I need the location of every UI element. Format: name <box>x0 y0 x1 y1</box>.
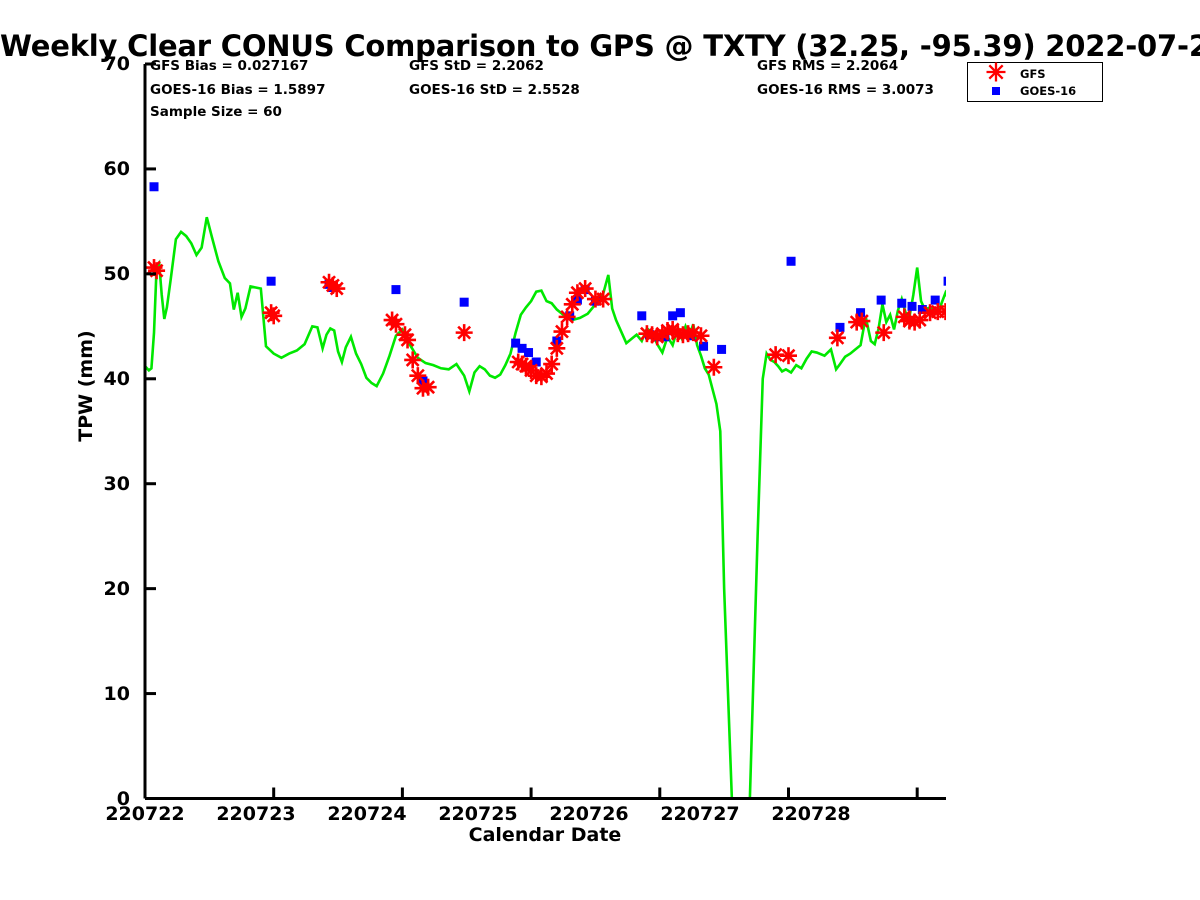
xtick-220722: 220722 <box>105 803 185 825</box>
gfs-data-point <box>404 351 422 369</box>
goes16-data-point <box>675 308 685 318</box>
gfs-data-point <box>981 308 998 325</box>
gfs-data-point <box>409 367 427 385</box>
gfs-data-point <box>148 262 166 280</box>
gfs-data-point <box>553 323 571 341</box>
stat-gfs-bias: GFS Bias = 0.027167 <box>150 58 309 74</box>
gfs-data-point <box>455 324 473 342</box>
gfs-data-point <box>594 290 612 308</box>
goes16-data-point <box>930 295 940 305</box>
gfs-data-point <box>986 308 1003 325</box>
goes16-data-point <box>977 276 986 285</box>
goes16-data-point <box>459 297 469 307</box>
gfs-data-point <box>937 303 946 321</box>
goes16-data-point <box>699 341 709 351</box>
gfs-data-point <box>911 311 929 329</box>
goes16-data-point <box>637 311 647 321</box>
gfs-data-point <box>399 331 417 349</box>
stat-goes-bias: GOES-16 Bias = 1.5897 <box>150 82 326 98</box>
goes16-data-point <box>917 305 927 315</box>
goes16-data-point <box>717 344 727 354</box>
gfs-data-point <box>965 305 982 322</box>
xtick-220727: 220727 <box>660 803 740 825</box>
gfs-data-point <box>705 358 723 376</box>
y-axis-title: TPW (mm) <box>75 330 97 442</box>
gfs-data-point <box>543 355 561 373</box>
goes16-data-point <box>786 256 796 266</box>
goes16-data-point <box>149 182 159 192</box>
ytick-40: 40 <box>103 368 130 390</box>
goes16-data-point <box>897 298 907 308</box>
gfs-data-point <box>265 307 283 325</box>
ytick-70: 70 <box>103 53 130 75</box>
gfs-data-point <box>779 347 797 365</box>
ytick-10: 10 <box>103 683 130 705</box>
gfs-data-point <box>875 324 893 342</box>
stat-goes-std: GOES-16 StD = 2.5528 <box>409 82 580 98</box>
ytick-50: 50 <box>103 263 130 285</box>
legend-item-gfs: GFS <box>972 62 1046 83</box>
goes16-data-point <box>876 295 886 305</box>
page-title: Weekly Clear CONUS Comparison to GPS @ T… <box>0 29 1200 63</box>
gfs-data-point <box>558 308 576 326</box>
goes16-data-point <box>943 276 946 286</box>
legend-label-gfs: GFS <box>1020 67 1046 81</box>
legend-label-goes16: GOES-16 <box>1020 84 1077 98</box>
gfs-data-point <box>576 280 594 298</box>
goes16-data-point <box>524 348 534 358</box>
goes16-data-point <box>907 301 917 311</box>
stat-goes-rms: GOES-16 RMS = 3.0073 <box>757 82 934 98</box>
xtick-220724: 220724 <box>327 803 407 825</box>
asterisk-icon <box>972 61 1020 87</box>
xtick-220725: 220725 <box>438 803 518 825</box>
goes16-data-point <box>391 285 401 295</box>
ytick-60: 60 <box>103 158 130 180</box>
stat-gfs-rms: GFS RMS = 2.2064 <box>757 58 899 74</box>
goes16-data-point <box>990 202 999 211</box>
stat-gfs-std: GFS StD = 2.2062 <box>409 58 544 74</box>
square-icon <box>972 82 1020 101</box>
stat-sample-size: Sample Size = 60 <box>150 104 282 120</box>
goes16-data-point <box>266 276 276 286</box>
goes16-data-point <box>985 260 994 269</box>
gfs-data-point <box>853 312 871 330</box>
xtick-220726: 220726 <box>549 803 629 825</box>
gfs-data-point <box>828 329 846 347</box>
ytick-0: 0 <box>116 788 130 810</box>
goes16-data-point <box>511 338 521 348</box>
legend-item-goes16: GOES-16 <box>972 82 1076 100</box>
gfs-data-point <box>767 346 785 364</box>
ytick-30: 30 <box>103 473 130 495</box>
goes16-data-point <box>668 311 678 321</box>
gfs-data-point <box>692 327 710 345</box>
goes16-data-point <box>517 343 527 353</box>
gfs-marker-series <box>145 259 1003 397</box>
gps-line-series <box>145 216 946 799</box>
x-axis-title: Calendar Date <box>468 824 622 846</box>
gfs-data-point <box>548 339 566 357</box>
axis-lines <box>143 62 946 800</box>
gfs-data-point <box>328 280 346 298</box>
xtick-220728: 220728 <box>771 803 851 825</box>
gfs-data-point <box>419 378 437 396</box>
xtick-220723: 220723 <box>216 803 296 825</box>
goes16-data-point <box>835 322 845 332</box>
legend: GFS GOES-16 <box>967 62 1103 102</box>
ytick-20: 20 <box>103 578 130 600</box>
goes16-data-point <box>531 357 541 367</box>
